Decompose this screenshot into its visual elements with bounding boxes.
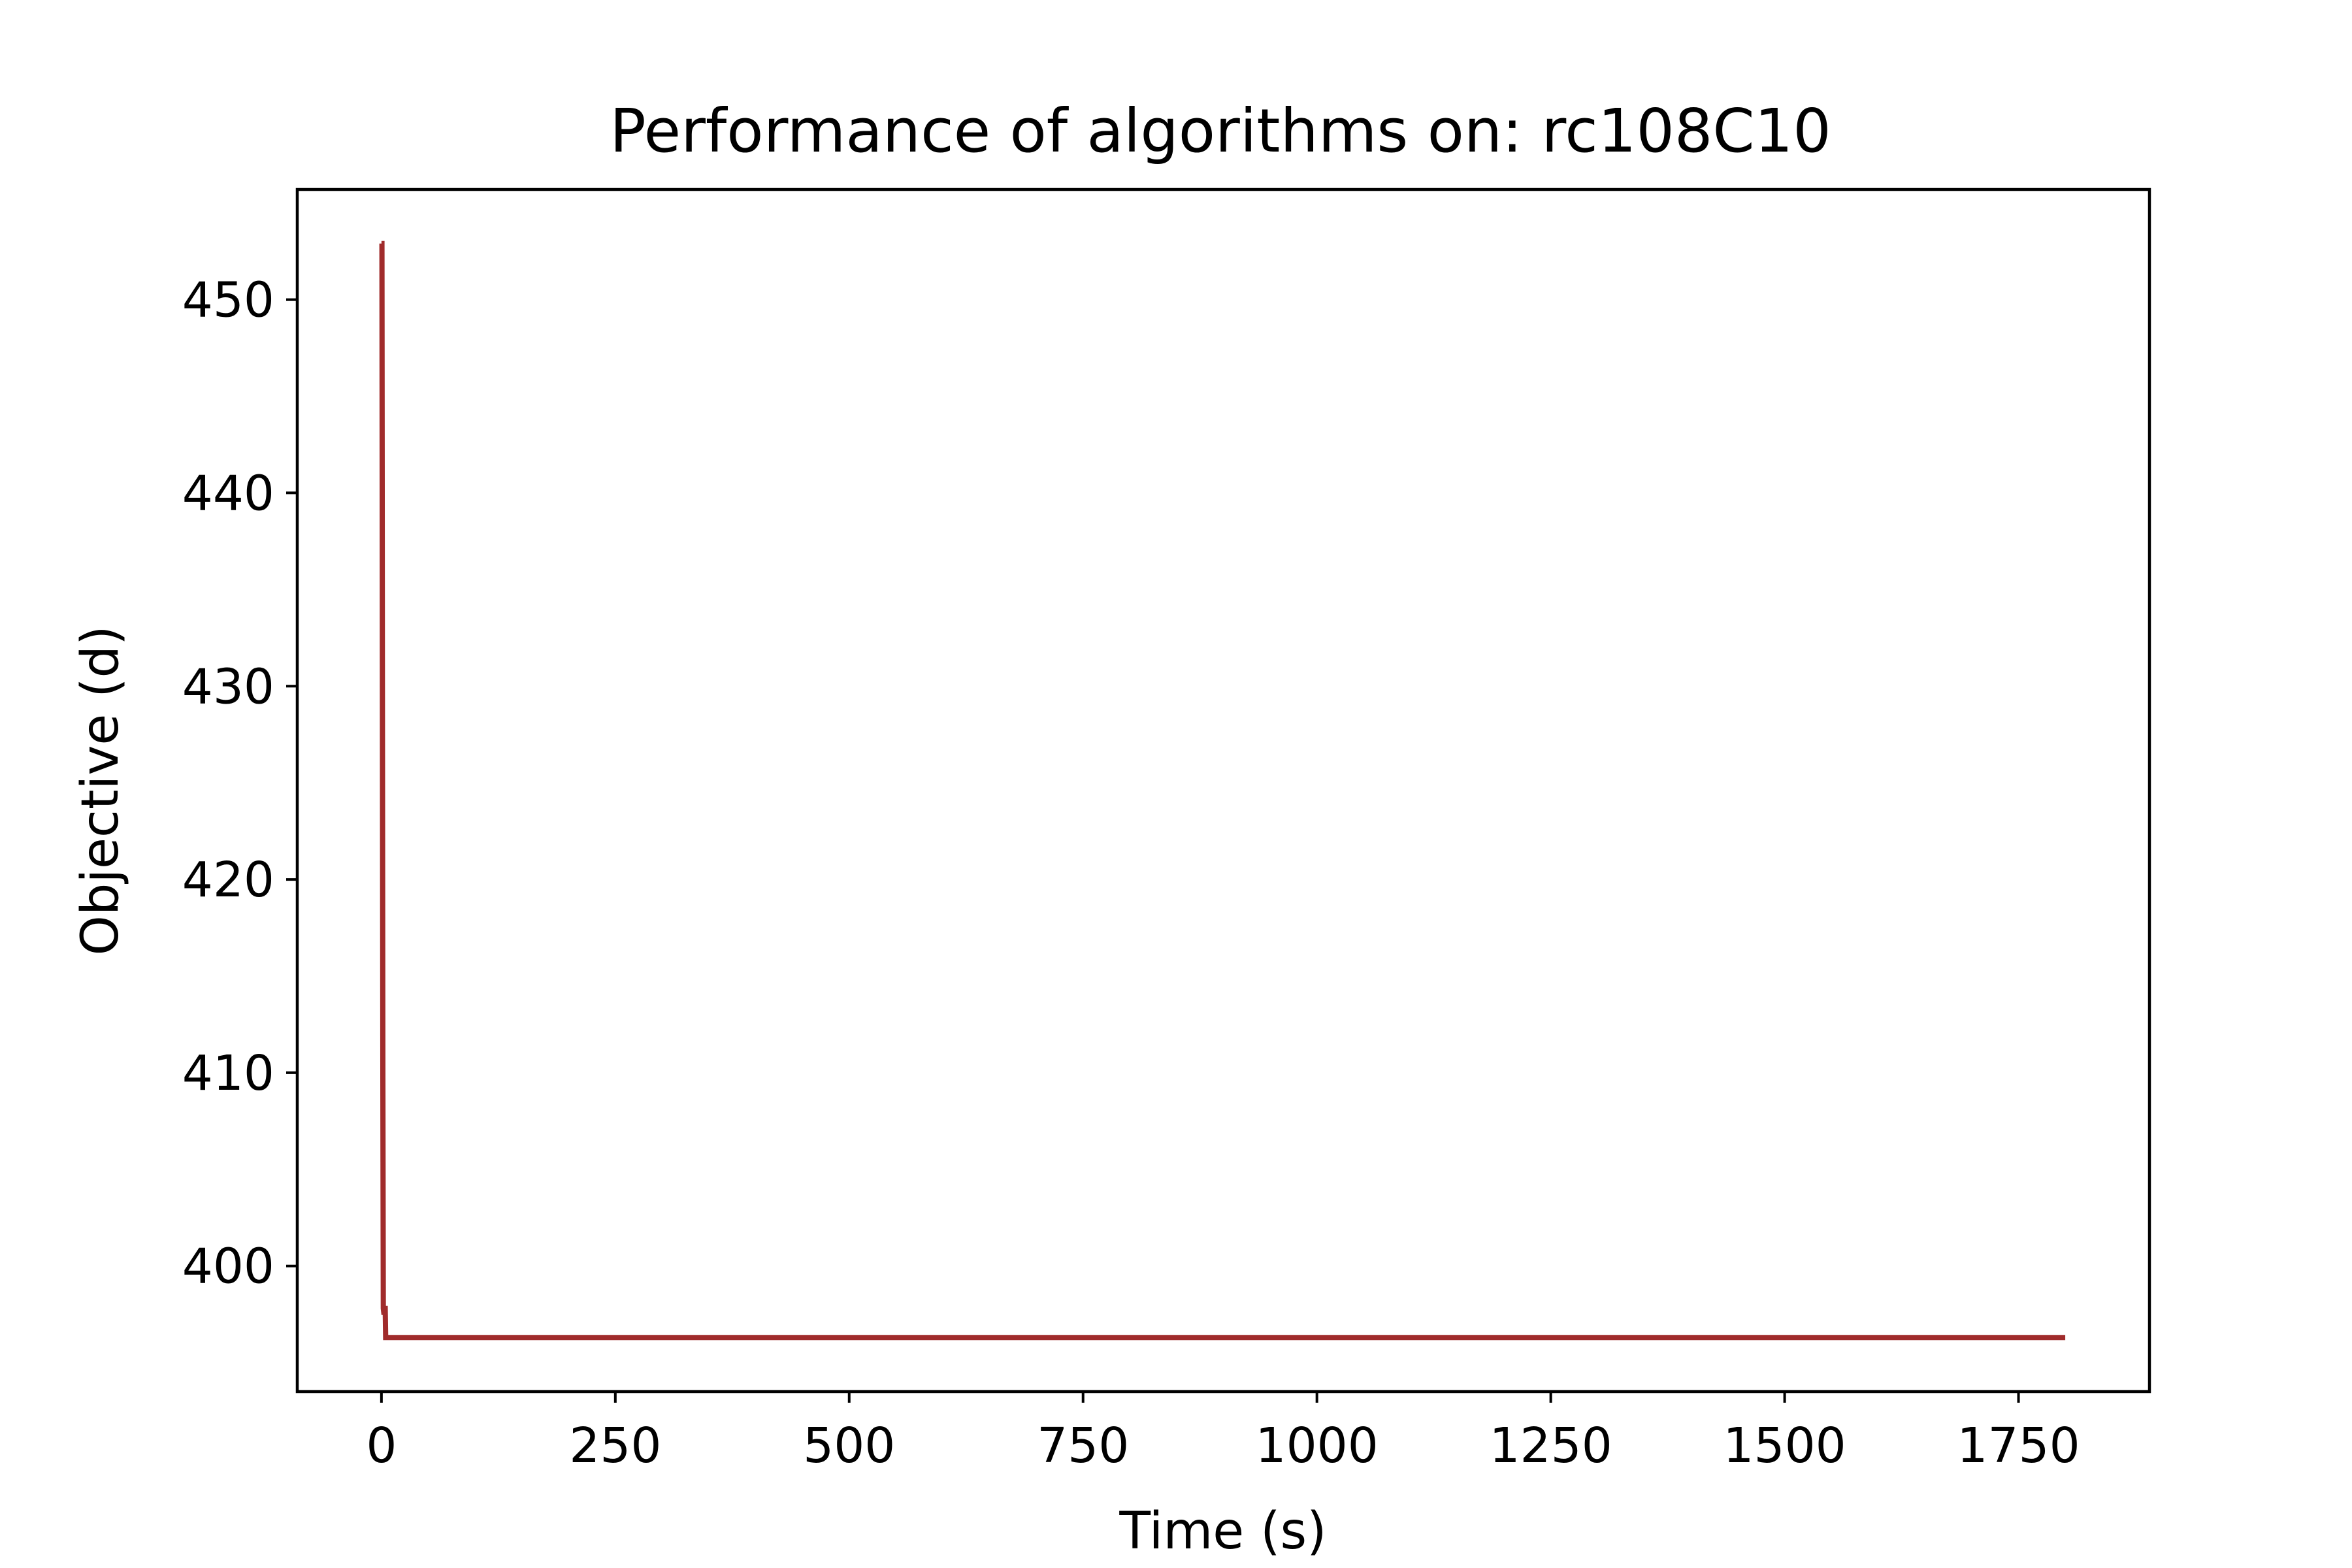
x-tick-label: 750 xyxy=(1037,1418,1129,1474)
x-tick-label: 250 xyxy=(569,1418,661,1474)
x-tick-label: 500 xyxy=(803,1418,895,1474)
y-axis-label: Objective (d) xyxy=(71,625,130,955)
plot-area xyxy=(379,240,2066,1341)
y-tick-label: 450 xyxy=(182,272,274,329)
x-axis-label: Time (s) xyxy=(1119,1502,1326,1561)
x-axis: 0 250 500 750 1000 1250 1500 1750 xyxy=(366,1392,2080,1474)
y-tick-label: 400 xyxy=(182,1239,274,1295)
series-line xyxy=(379,240,2066,1341)
y-tick-label: 410 xyxy=(182,1045,274,1102)
x-tick-label: 1250 xyxy=(1489,1418,1612,1474)
x-tick-label: 1750 xyxy=(1957,1418,2080,1474)
y-tick-label: 430 xyxy=(182,659,274,715)
chart-title: Performance of algorithms on: rc108C10 xyxy=(610,96,1831,166)
x-tick-label: 1500 xyxy=(1723,1418,1846,1474)
y-tick-label: 440 xyxy=(182,465,274,521)
x-tick-label: 0 xyxy=(366,1418,397,1474)
y-tick-label: 420 xyxy=(182,852,274,908)
x-tick-label: 1000 xyxy=(1256,1418,1379,1474)
axes-frame xyxy=(295,188,2151,1394)
y-axis: 400 410 420 430 440 450 xyxy=(182,272,297,1295)
